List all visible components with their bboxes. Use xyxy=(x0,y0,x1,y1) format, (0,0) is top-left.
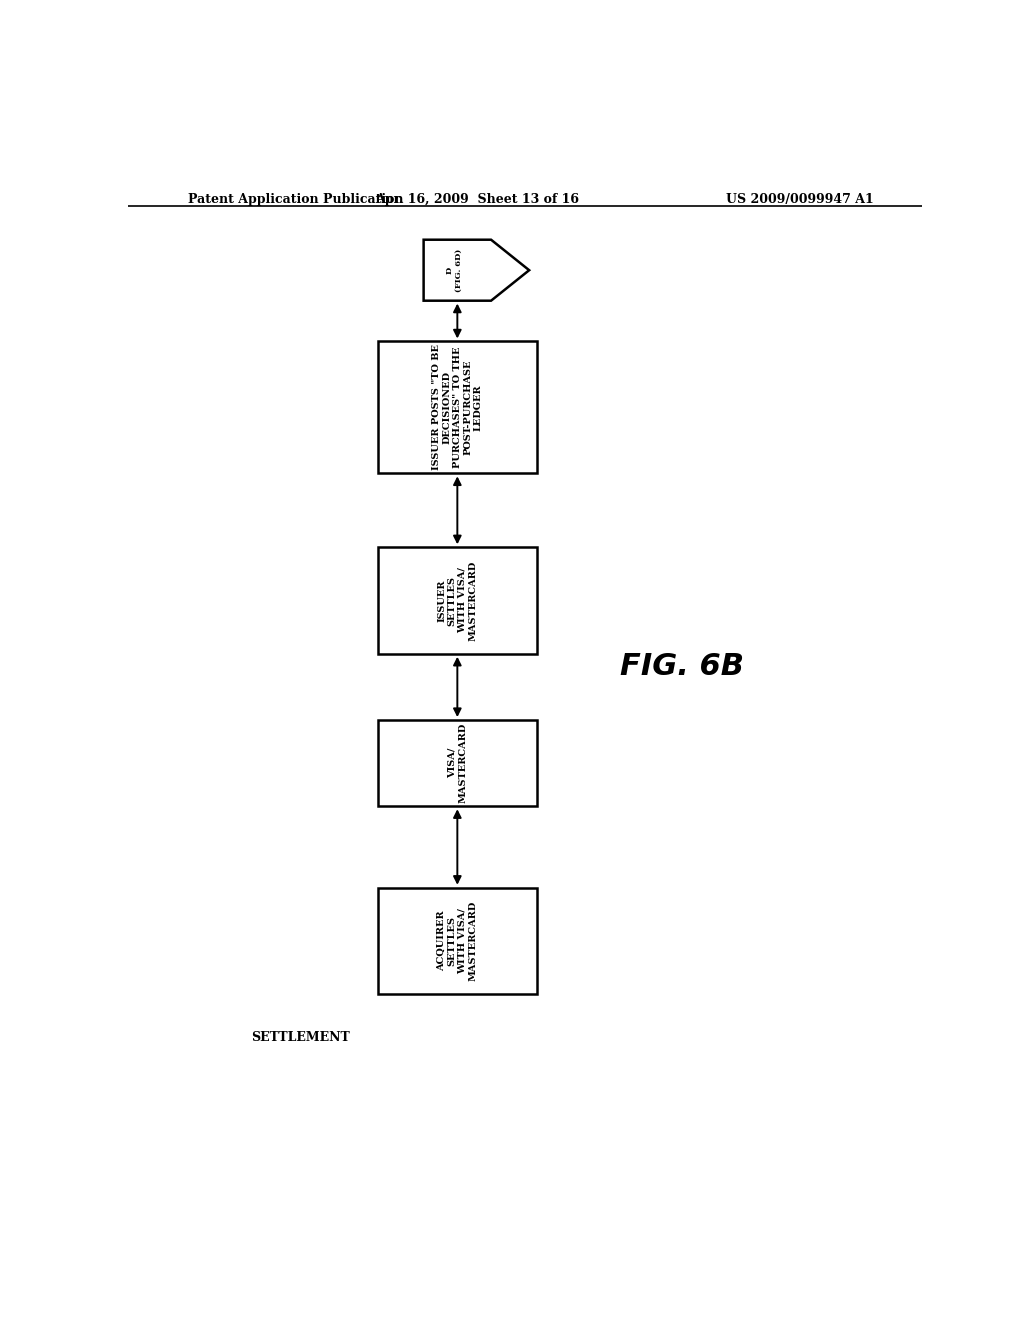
Text: Patent Application Publication: Patent Application Publication xyxy=(187,193,403,206)
Text: VISA/
MASTERCARD: VISA/ MASTERCARD xyxy=(447,723,467,804)
Text: D
(FIG. 6D): D (FIG. 6D) xyxy=(445,248,463,292)
Text: ISSUER POSTS "TO BE
DECISIONED
PURCHASES" TO THE
POST-PURCHASE
LEDGER: ISSUER POSTS "TO BE DECISIONED PURCHASES… xyxy=(432,345,482,470)
Text: US 2009/0099947 A1: US 2009/0099947 A1 xyxy=(726,193,873,206)
Text: ISSUER
SETTLES
WITH VISA/
MASTERCARD: ISSUER SETTLES WITH VISA/ MASTERCARD xyxy=(437,561,477,640)
Text: ACQUIRER
SETTLES
WITH VISA/
MASTERCARD: ACQUIRER SETTLES WITH VISA/ MASTERCARD xyxy=(437,902,477,981)
FancyBboxPatch shape xyxy=(378,342,537,474)
Polygon shape xyxy=(424,240,529,301)
FancyBboxPatch shape xyxy=(378,719,537,807)
Text: FIG. 6B: FIG. 6B xyxy=(620,652,744,681)
FancyBboxPatch shape xyxy=(378,548,537,653)
FancyBboxPatch shape xyxy=(378,887,537,994)
Text: Apr. 16, 2009  Sheet 13 of 16: Apr. 16, 2009 Sheet 13 of 16 xyxy=(375,193,580,206)
Text: SETTLEMENT: SETTLEMENT xyxy=(251,1031,350,1044)
